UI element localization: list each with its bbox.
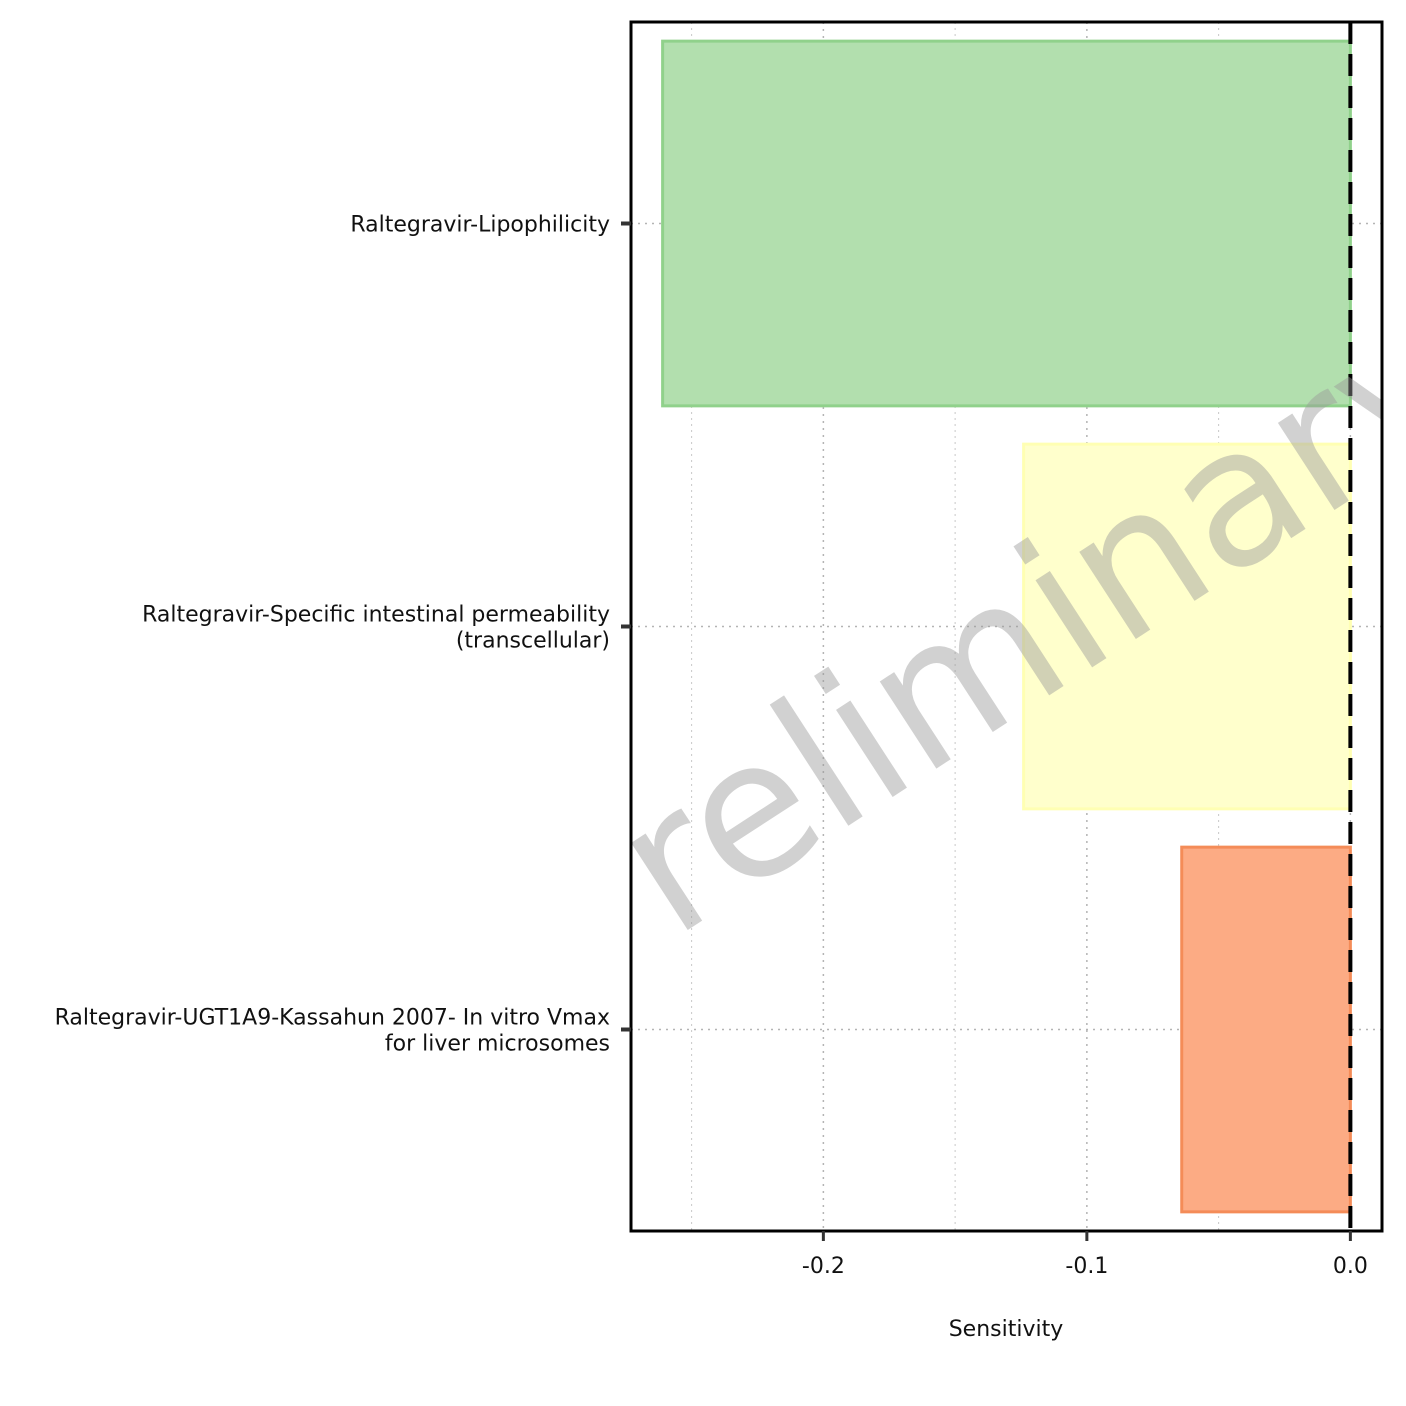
x-axis: -0.2 -0.1 0.0 — [802, 1231, 1368, 1279]
category-label: Raltegravir-Specific intestinal permeabi… — [142, 603, 610, 654]
category-label-line: for liver microsomes — [385, 1032, 610, 1057]
bar — [661, 39, 1352, 408]
bar — [1180, 845, 1352, 1214]
y-axis: Raltegravir-Lipophilicity Raltegravir-Spe… — [55, 213, 631, 1057]
bar — [1022, 442, 1352, 811]
x-tick-label: -0.1 — [1065, 1254, 1108, 1279]
category-label: Raltegravir-Lipophilicity — [350, 213, 610, 238]
category-label-line: Raltegravir-Lipophilicity — [350, 213, 610, 238]
x-axis-title: Sensitivity — [949, 1317, 1064, 1342]
bars — [661, 39, 1352, 1214]
x-tick-label: -0.2 — [802, 1254, 845, 1279]
x-tick-label: 0.0 — [1333, 1254, 1368, 1279]
category-label-line: Raltegravir-Specific intestinal permeabi… — [142, 603, 610, 628]
category-label-line: (transcellular) — [456, 629, 610, 654]
category-label-line: Raltegravir-UGT1A9-Kassahun 2007- In vit… — [55, 1006, 610, 1031]
category-label: Raltegravir-UGT1A9-Kassahun 2007- In vit… — [55, 1006, 610, 1057]
